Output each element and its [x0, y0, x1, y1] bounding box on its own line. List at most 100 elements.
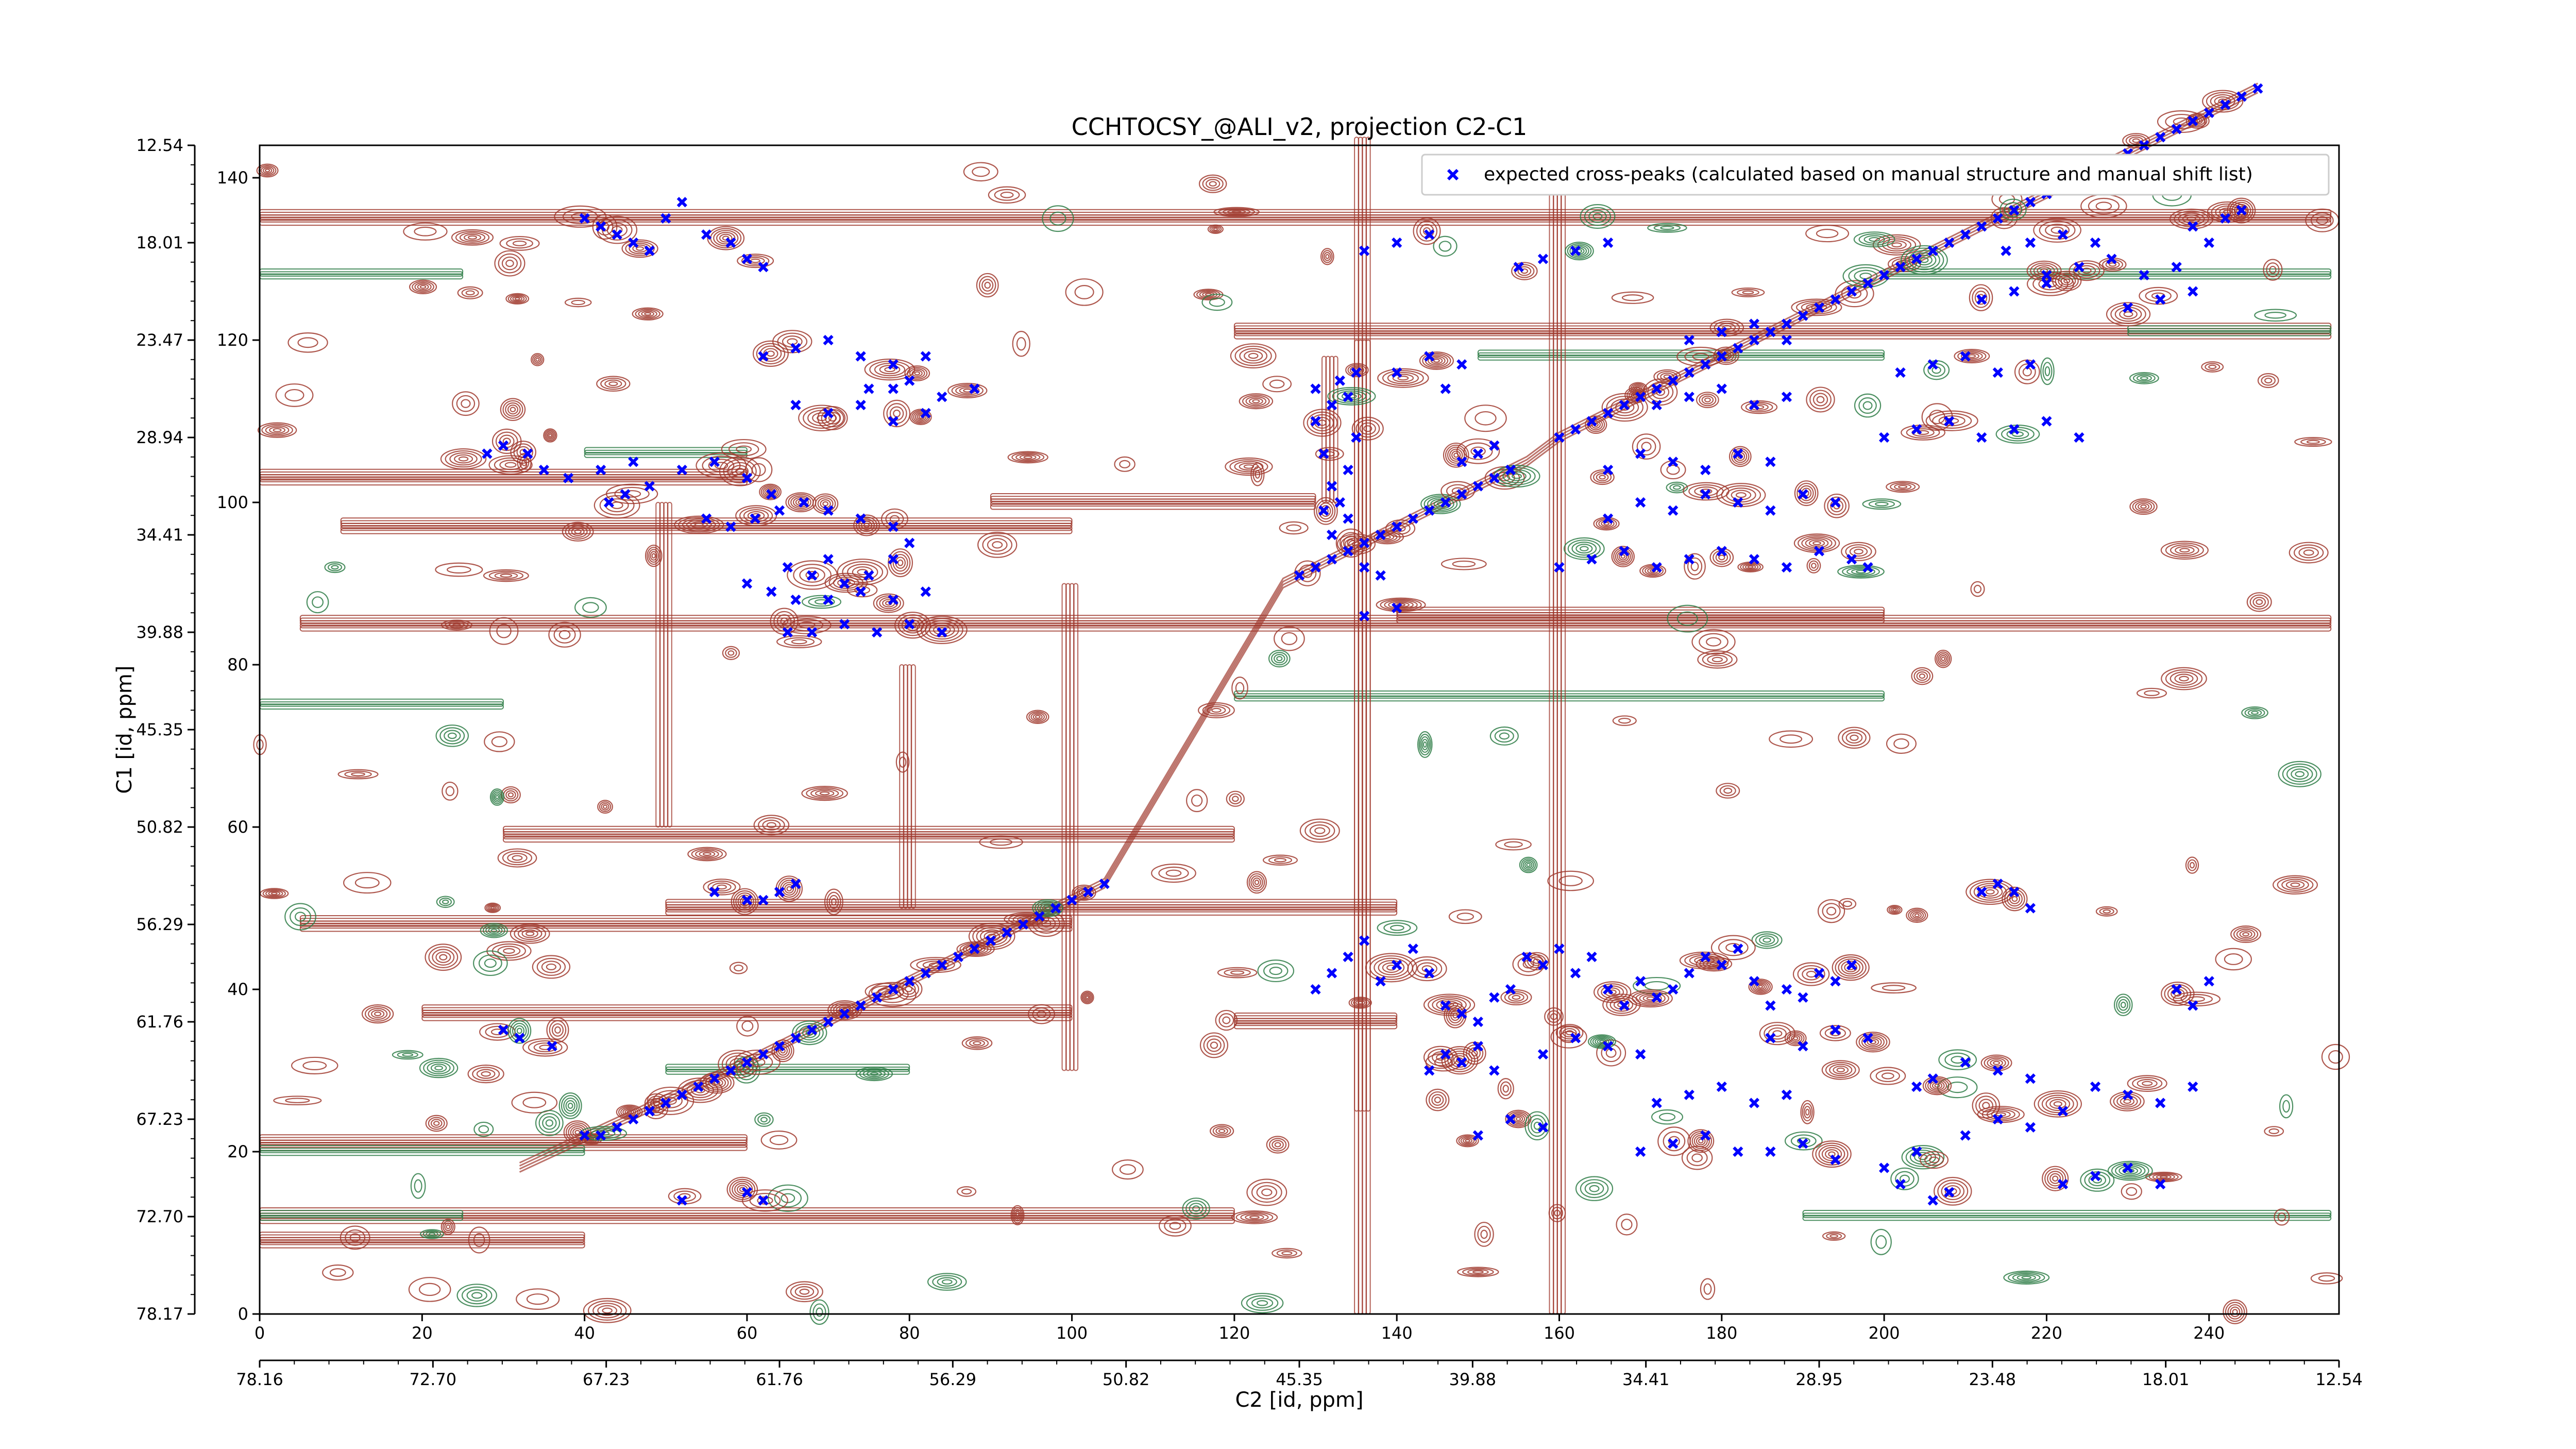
- contour-peak: [1252, 877, 1261, 887]
- contour-peak: [1567, 243, 1592, 259]
- contour-peak: [741, 1020, 754, 1032]
- contour-peak: [1229, 459, 1268, 474]
- cross-peak-marker: [1602, 984, 1614, 995]
- cross-peak-marker: [1781, 1089, 1792, 1100]
- contour-peak: [1345, 363, 1369, 378]
- cross-peak-marker: [1505, 464, 1516, 476]
- contour-peak: [1986, 889, 1995, 895]
- contour-peak: [502, 850, 533, 866]
- contour-peak: [749, 1192, 781, 1208]
- contour-peak: [1413, 217, 1441, 245]
- contour-peak: [830, 1002, 859, 1019]
- contour-peak: [873, 593, 904, 613]
- contour-peak: [1462, 1138, 1473, 1144]
- contour-peak: [729, 962, 748, 974]
- contour-peak: [941, 1279, 953, 1285]
- contour-peak: [1423, 495, 1458, 513]
- contour-ridge: [665, 1064, 910, 1070]
- contour-peak: [485, 925, 503, 936]
- contour-peak: [1032, 1007, 1051, 1021]
- contour-peak: [554, 205, 607, 228]
- contour-peak: [779, 880, 799, 898]
- cross-peak-marker: [1798, 1041, 1808, 1052]
- contour-peak: [2182, 214, 2201, 224]
- cross-peak-marker: [1635, 1146, 1646, 1157]
- contour-peak: [582, 602, 599, 613]
- contour-peak: [883, 399, 911, 428]
- contour-peak: [1240, 1212, 1269, 1222]
- contour-peak: [1231, 677, 1248, 700]
- contour-peak: [733, 890, 757, 913]
- cross-peak-marker: [1895, 262, 1906, 273]
- contour-peak: [1309, 824, 1330, 837]
- contour-ridge: [1396, 612, 1885, 618]
- contour-peak: [535, 1109, 564, 1136]
- cross-peak-marker: [839, 578, 850, 589]
- contour-peak: [500, 398, 526, 422]
- cross-peak-marker: [1749, 1098, 1759, 1108]
- contour-peak: [1359, 422, 1376, 435]
- contour-peak: [1588, 210, 1607, 223]
- contour-peak: [708, 459, 735, 473]
- contour-peak: [517, 927, 543, 940]
- contour-peak: [712, 882, 732, 892]
- x-tick-label: 140: [1381, 1323, 1413, 1343]
- contour-peak: [434, 1065, 444, 1071]
- cross-peak-marker: [1700, 464, 1711, 476]
- contour-peak: [1460, 1136, 1475, 1145]
- contour-peak: [1474, 1222, 1494, 1247]
- contour-peak: [488, 455, 533, 475]
- contour-peak: [862, 1069, 886, 1079]
- contour-peak: [977, 531, 1018, 558]
- cross-peak-marker: [1830, 1024, 1841, 1035]
- contour-peak: [618, 1105, 641, 1119]
- contour-peak: [1859, 273, 1872, 280]
- contour-peak: [2236, 929, 2256, 940]
- cross-peak-marker: [538, 464, 549, 476]
- contour-peak: [728, 442, 759, 457]
- x-ppm-tick-label: 12.54: [2315, 1370, 2363, 1389]
- contour-peak: [1829, 1234, 1839, 1238]
- cross-peak-marker: [2188, 286, 2198, 297]
- contour-peak: [1213, 207, 1260, 217]
- contour-peak: [2088, 197, 2120, 215]
- cross-peak-marker: [1911, 424, 1922, 435]
- contour-peak: [1254, 880, 1260, 885]
- cross-peak-marker: [1343, 951, 1353, 963]
- cross-peak-marker: [823, 554, 834, 565]
- contour-peak: [456, 1284, 497, 1307]
- contour-peak: [451, 229, 494, 246]
- contour-peak: [786, 886, 792, 891]
- cross-peak-marker: [1749, 318, 1759, 329]
- cross-peak-marker: [920, 586, 931, 597]
- cross-peak-marker: [1554, 943, 1565, 954]
- contour-peak: [522, 1097, 547, 1108]
- contour-peak: [2160, 541, 2209, 560]
- cross-peak-marker: [904, 375, 915, 386]
- contour-peak: [968, 922, 1015, 950]
- contour-peak: [467, 1065, 504, 1084]
- cross-peak-marker: [1002, 927, 1012, 938]
- contour-peak: [1318, 502, 1333, 520]
- contour-peak: [687, 847, 727, 862]
- contour-peak: [837, 559, 888, 586]
- contour-peak: [1584, 1182, 1604, 1195]
- contour-peak: [594, 492, 640, 519]
- contour-peak: [2189, 862, 2195, 869]
- contour-peak: [374, 1012, 382, 1017]
- plot-frame: [259, 144, 2340, 1315]
- contour-peak: [1423, 1046, 1458, 1069]
- y-ppm-tick-label: 12.54: [136, 136, 183, 155]
- contour-peak: [1858, 233, 1890, 246]
- contour-peak: [2136, 687, 2167, 699]
- plot-background: [260, 145, 2339, 1314]
- contour-peak: [2264, 1126, 2284, 1137]
- contour-peak: [2318, 1275, 2335, 1282]
- cross-peak-marker: [676, 1195, 687, 1206]
- contour-peak: [791, 639, 807, 645]
- contour-peak: [1239, 393, 1274, 410]
- contour-peak: [914, 371, 921, 376]
- contour-peak: [1322, 250, 1333, 263]
- contour-peak: [503, 948, 515, 954]
- contour-peak: [1821, 1147, 1842, 1161]
